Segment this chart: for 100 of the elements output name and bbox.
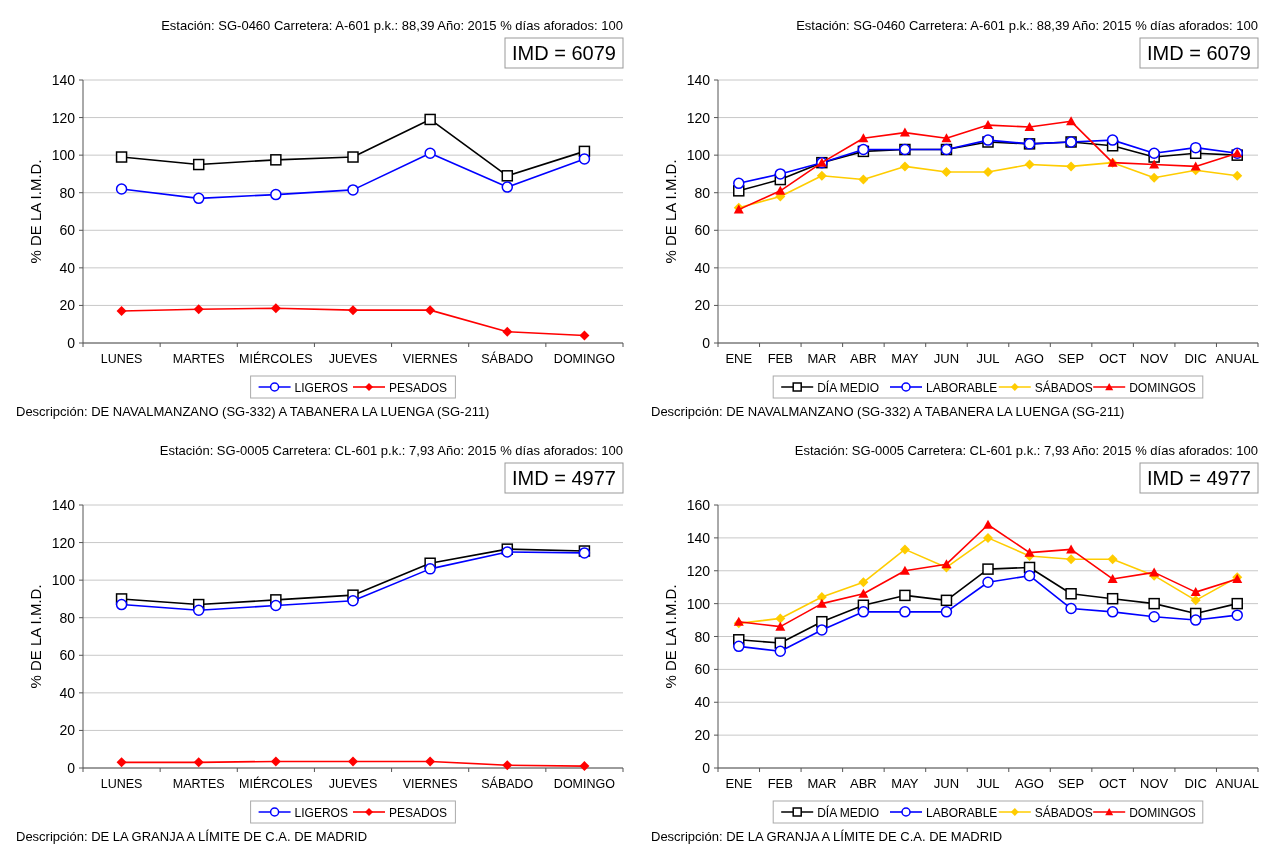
legend-label: DÍA MEDIO xyxy=(817,804,880,820)
x-tick-label: JUN xyxy=(933,351,960,366)
text: IMD = 6079 xyxy=(512,42,616,64)
x-tick-label: VIERNES xyxy=(402,777,458,791)
x-tick-label: MAY xyxy=(891,351,919,366)
y-tick-label: 20 xyxy=(694,727,711,744)
y-tick-label: 120 xyxy=(51,534,76,551)
y-tick-label: 0 xyxy=(67,335,76,351)
legend-label: DOMINGOS xyxy=(1129,380,1196,395)
x-tick-label: MIÉRCOLES xyxy=(239,351,313,366)
chart-title: Estación: SG-0460 Carretera: A-601 p.k.: 88,39 Año: 2015 % días aforados: 100 xyxy=(161,18,623,33)
legend-label: SÁBADOS xyxy=(1034,379,1093,395)
y-tick-label: 100 xyxy=(686,147,711,164)
x-tick-label: MAR xyxy=(807,351,837,366)
x-tick-label: NOV xyxy=(1140,351,1169,366)
x-tick-label: JUL xyxy=(976,776,1000,791)
legend-label: SÁBADOS xyxy=(1034,804,1093,820)
y-tick-label: 100 xyxy=(51,147,76,164)
y-tick-label: 120 xyxy=(51,109,76,126)
x-tick-label: SÁBADO xyxy=(481,776,534,791)
legend-label: LIGEROS xyxy=(294,805,348,820)
text: Descripción: DE NAVALMANZANO (SG-332) A TABANERA LA LUENGA (SG-211) xyxy=(651,404,1125,419)
y-axis-title: % DE LA I.M.D. xyxy=(27,584,44,689)
y-tick-label: 140 xyxy=(51,497,76,513)
x-tick-label: ENE xyxy=(725,351,753,366)
x-tick-label: MARTES xyxy=(172,352,225,366)
x-tick-label: FEB xyxy=(767,351,793,366)
x-tick-label: DOMINGO xyxy=(553,777,616,791)
x-tick-label: MARTES xyxy=(172,777,225,791)
text: Descripción: DE NAVALMANZANO (SG-332) A TABANERA LA LUENGA (SG-211) xyxy=(16,404,490,419)
x-tick-label: LUNES xyxy=(100,777,143,791)
x-tick-label: SEP xyxy=(1058,776,1085,791)
y-tick-label: 100 xyxy=(686,595,711,612)
y-tick-label: 20 xyxy=(59,722,76,739)
y-tick-label: 60 xyxy=(694,661,711,678)
x-tick-label: SÁBADO xyxy=(481,351,534,366)
legend-label: PESADOS xyxy=(389,805,448,820)
y-tick-label: 20 xyxy=(694,297,711,314)
y-tick-label: 40 xyxy=(694,259,711,276)
y-tick-label: 20 xyxy=(59,297,76,314)
x-tick-label: VIERNES xyxy=(402,352,458,366)
text: IMD = 4977 xyxy=(1147,467,1251,489)
x-tick-label: DIC xyxy=(1184,351,1207,366)
text: IMD = 6079 xyxy=(1147,42,1251,64)
x-tick-label: AGO xyxy=(1015,351,1044,366)
y-tick-label: 0 xyxy=(702,760,711,776)
y-tick-label: 140 xyxy=(686,529,711,546)
y-tick-label: 0 xyxy=(67,760,76,776)
x-tick-label: JUL xyxy=(976,351,1000,366)
x-tick-label: AGO xyxy=(1015,776,1044,791)
y-axis-title: % DE LA I.M.D. xyxy=(662,584,679,689)
y-tick-label: 120 xyxy=(686,109,711,126)
x-tick-label: ANUAL xyxy=(1215,351,1259,366)
x-tick-label: FEB xyxy=(767,776,793,791)
text: Descripción: DE LA GRANJA A LÍMITE DE C.A. DE MADRID xyxy=(16,829,368,844)
legend-label: DOMINGOS xyxy=(1129,805,1196,820)
x-tick-label: LUNES xyxy=(100,352,143,366)
x-tick-label: ABR xyxy=(850,351,877,366)
y-tick-label: 40 xyxy=(59,684,76,701)
x-tick-label: DOMINGO xyxy=(553,352,616,366)
y-tick-label: 60 xyxy=(59,647,76,664)
x-tick-label: ANUAL xyxy=(1215,776,1259,791)
text: IMD = 4977 xyxy=(512,467,616,489)
x-tick-label: JUN xyxy=(933,776,960,791)
chart-title: Estación: SG-0005 Carretera: CL-601 p.k.: 7,93 Año: 2015 % días aforados: 100 xyxy=(794,443,1258,458)
chart-title: Estación: SG-0460 Carretera: A-601 p.k.: 88,39 Año: 2015 % días aforados: 100 xyxy=(796,18,1258,33)
y-tick-label: 60 xyxy=(59,222,76,239)
x-tick-label: ABR xyxy=(850,776,877,791)
legend-label: PESADOS xyxy=(389,380,448,395)
x-tick-label: DIC xyxy=(1184,776,1207,791)
y-tick-label: 100 xyxy=(51,572,76,589)
x-tick-label: NOV xyxy=(1140,776,1169,791)
y-tick-label: 0 xyxy=(702,335,711,351)
y-tick-label: 40 xyxy=(59,259,76,276)
x-tick-label: SEP xyxy=(1058,351,1085,366)
y-tick-label: 80 xyxy=(694,184,711,201)
y-axis-title: % DE LA I.M.D. xyxy=(27,159,44,264)
y-tick-label: 80 xyxy=(694,628,711,645)
y-tick-label: 160 xyxy=(686,497,711,513)
x-tick-label: JUEVES xyxy=(328,352,378,366)
y-tick-label: 80 xyxy=(59,184,76,201)
legend-label: LIGEROS xyxy=(294,380,348,395)
x-tick-label: ENE xyxy=(725,776,753,791)
x-tick-label: MIÉRCOLES xyxy=(239,776,313,791)
legend-label: DÍA MEDIO xyxy=(817,379,880,395)
legend-label: LABORABLE xyxy=(926,380,998,395)
y-tick-label: 140 xyxy=(686,72,711,88)
x-tick-label: MAR xyxy=(807,776,837,791)
y-tick-label: 80 xyxy=(59,609,76,626)
text: Descripción: DE LA GRANJA A LÍMITE DE C.A. DE MADRID xyxy=(651,829,1003,844)
x-tick-label: OCT xyxy=(1098,351,1127,366)
x-tick-label: MAY xyxy=(891,776,919,791)
chart-title: Estación: SG-0005 Carretera: CL-601 p.k.: 7,93 Año: 2015 % días aforados: 100 xyxy=(159,443,623,458)
y-tick-label: 120 xyxy=(686,562,711,579)
legend-label: LABORABLE xyxy=(926,805,998,820)
y-axis-title: % DE LA I.M.D. xyxy=(662,159,679,264)
y-tick-label: 140 xyxy=(51,72,76,88)
x-tick-label: JUEVES xyxy=(328,777,378,791)
y-tick-label: 40 xyxy=(694,694,711,711)
y-tick-label: 60 xyxy=(694,222,711,239)
